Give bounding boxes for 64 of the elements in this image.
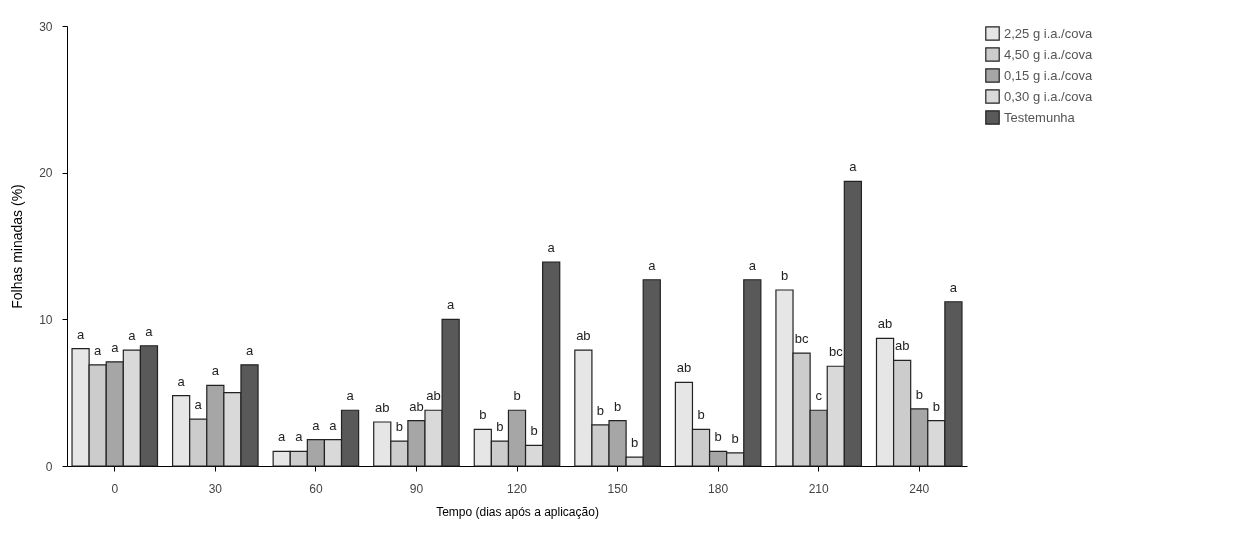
data-label: bc (828, 344, 844, 360)
legend-label: 0,30 g i.a./cova (1004, 88, 1093, 104)
data-label: ab (877, 316, 893, 332)
legend-label: 2,25 g i.a./cova (1004, 25, 1093, 41)
x-tick-label: 180 (708, 481, 729, 496)
x-tick-label: 90 (409, 481, 424, 496)
data-label: a (177, 373, 186, 389)
x-axis-title: Tempo (dias após a aplicação) (436, 504, 599, 519)
data-label: a (111, 339, 120, 355)
y-axis-title: Folhas minadas (%) (9, 184, 26, 309)
x-tick-label: 120 (506, 481, 528, 496)
data-label: b (496, 419, 504, 435)
data-label: ab (576, 328, 591, 344)
data-label: a (312, 417, 321, 433)
data-label: ab (375, 400, 390, 415)
y-tick-label: 10 (39, 312, 53, 327)
data-label: ab (894, 338, 910, 354)
data-label: b (915, 386, 923, 402)
x-tick-label: 0 (111, 481, 119, 496)
data-label: b (596, 402, 605, 418)
data-label: a (145, 323, 154, 339)
data-label: b (513, 388, 521, 404)
data-label: c (815, 388, 823, 404)
x-tick-label: 210 (808, 481, 830, 496)
data-label: a (194, 397, 203, 413)
x-tick-label: 240 (909, 481, 930, 496)
data-label: b (714, 429, 722, 445)
data-label: a (648, 257, 657, 273)
data-label: a (76, 326, 85, 342)
data-label: b (530, 423, 538, 439)
data-label: a (295, 429, 304, 445)
y-tick-label: 20 (39, 166, 53, 181)
data-label: a (748, 257, 757, 273)
y-tick-label: 30 (39, 19, 53, 34)
data-label: ab (426, 388, 441, 404)
data-label: b (731, 430, 739, 446)
x-tick-label: 150 (607, 481, 628, 496)
data-label: bc (794, 331, 809, 347)
x-tick-label: 60 (309, 481, 323, 496)
data-label: a (245, 342, 254, 358)
data-label: ab (676, 360, 692, 376)
data-label: a (547, 240, 556, 256)
y-tick-label: 0 (45, 459, 53, 474)
data-label: b (631, 435, 639, 451)
data-label: a (346, 388, 355, 404)
x-tick-label: 30 (208, 481, 223, 496)
data-label: b (479, 407, 487, 423)
data-label: b (697, 407, 705, 423)
data-label: a (447, 297, 456, 313)
data-label: b (932, 398, 940, 414)
data-label: a (849, 159, 858, 175)
data-label: b (613, 398, 622, 414)
data-label: b (395, 419, 403, 435)
data-label: a (211, 363, 220, 379)
data-label: a (278, 429, 287, 445)
data-label: ab (409, 398, 424, 414)
legend-label: 0,15 g i.a./cova (1004, 67, 1093, 83)
data-label: a (94, 342, 103, 358)
legend-label: 4,50 g i.a./cova (1004, 46, 1093, 62)
data-label: a (329, 417, 338, 433)
data-label: a (949, 279, 958, 295)
data-label: b (780, 268, 789, 283)
data-label: a (128, 328, 137, 344)
legend-label: Testemunha (1004, 109, 1076, 125)
